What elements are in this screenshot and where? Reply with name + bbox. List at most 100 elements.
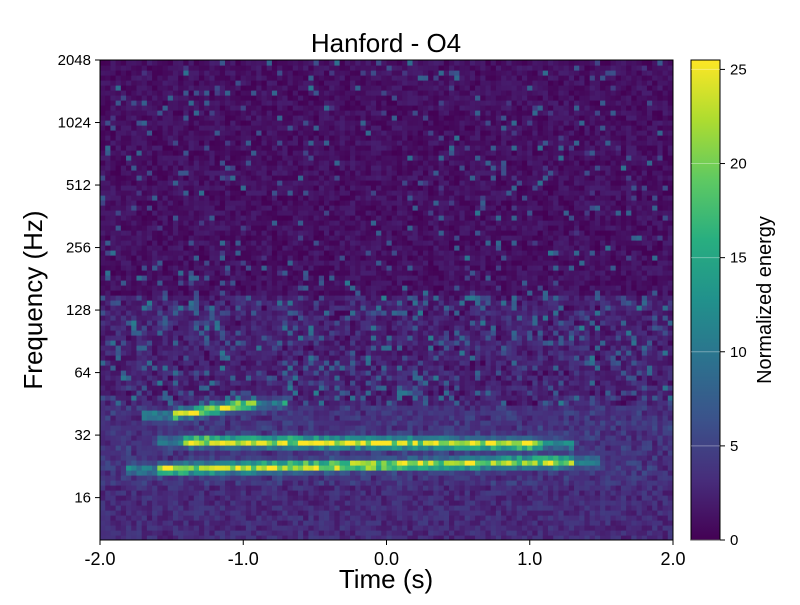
heatmap-cell <box>178 495 184 501</box>
heatmap-cell <box>219 505 226 511</box>
heatmap-cell <box>568 485 575 491</box>
heatmap-cell <box>527 400 533 406</box>
heatmap-cell <box>235 385 242 391</box>
heatmap-cell <box>558 530 565 536</box>
heatmap-cell <box>282 445 289 451</box>
heatmap-cell <box>402 375 408 381</box>
heatmap-cell <box>303 480 309 486</box>
heatmap-cell <box>469 320 476 326</box>
heatmap-cell <box>360 430 367 436</box>
heatmap-cell <box>506 535 513 540</box>
heatmap-cell <box>370 405 377 411</box>
heatmap-cell <box>297 490 304 496</box>
heatmap-cell <box>131 440 138 446</box>
heatmap-cell <box>110 335 117 341</box>
heatmap-cell <box>152 310 158 316</box>
heatmap-cell <box>209 535 216 540</box>
heatmap-cell <box>386 375 393 381</box>
heatmap-cell <box>204 375 210 381</box>
heatmap-cell <box>449 435 455 441</box>
heatmap-cell <box>652 535 658 540</box>
heatmap-cell <box>480 325 487 331</box>
heatmap-cell <box>313 520 320 526</box>
heatmap-cell <box>141 365 148 371</box>
heatmap-cell <box>282 460 289 466</box>
heatmap-cell <box>594 375 601 381</box>
heatmap-cell <box>579 445 586 451</box>
heatmap-cell <box>422 365 429 371</box>
heatmap-cell <box>266 375 273 381</box>
heatmap-cell <box>563 500 570 506</box>
heatmap-cell <box>594 535 601 540</box>
heatmap-cell <box>443 340 450 346</box>
heatmap-cell <box>454 380 461 386</box>
heatmap-cell <box>183 330 190 336</box>
heatmap-cell <box>100 455 106 461</box>
heatmap-cell <box>193 480 200 486</box>
heatmap-cell <box>563 315 570 321</box>
heatmap-cell <box>370 485 377 491</box>
heatmap-cell <box>225 310 231 316</box>
heatmap-cell <box>438 475 445 481</box>
heatmap-cell <box>532 355 539 361</box>
heatmap-cell <box>318 440 325 446</box>
heatmap-cell <box>131 385 138 391</box>
heatmap-cell <box>542 420 549 426</box>
heatmap-cell <box>287 435 294 441</box>
heatmap-cell <box>350 415 356 421</box>
heatmap-cell <box>495 365 502 371</box>
heatmap-cell <box>407 385 414 391</box>
heatmap-cell <box>547 400 554 406</box>
heatmap-cell <box>594 500 601 506</box>
heatmap-cell <box>584 320 591 326</box>
heatmap-cell <box>323 475 330 481</box>
heatmap-cell <box>110 535 117 540</box>
heatmap-cell <box>225 485 231 491</box>
heatmap-cell <box>183 315 190 321</box>
heatmap-cell <box>516 360 523 366</box>
heatmap-cell <box>396 325 403 331</box>
heatmap-cell <box>152 315 158 321</box>
heatmap-cell <box>365 440 372 446</box>
heatmap-cell <box>370 495 377 501</box>
heatmap-cell <box>339 495 346 501</box>
heatmap-cell <box>146 420 153 426</box>
heatmap-cell <box>318 520 325 526</box>
heatmap-cell <box>297 325 304 331</box>
heatmap-cell <box>115 355 122 361</box>
heatmap-cell <box>277 395 283 401</box>
heatmap-cell <box>266 445 273 451</box>
heatmap-cell <box>667 445 673 451</box>
heatmap-cell <box>490 390 497 396</box>
heatmap-cell <box>198 525 205 531</box>
heatmap-cell <box>141 335 148 341</box>
heatmap-cell <box>610 430 617 436</box>
heatmap-cell <box>631 345 638 351</box>
heatmap-cell <box>323 405 330 411</box>
heatmap-cell <box>350 525 356 531</box>
heatmap-cell <box>449 390 455 396</box>
heatmap-cell <box>100 415 106 421</box>
heatmap-cell <box>256 390 263 396</box>
heatmap-cell <box>636 350 643 356</box>
heatmap-cell <box>105 475 112 481</box>
heatmap-cell <box>495 505 502 511</box>
heatmap-cell <box>412 370 419 376</box>
heatmap-cell <box>178 505 184 511</box>
heatmap-cell <box>579 345 586 351</box>
heatmap-cell <box>469 445 476 451</box>
heatmap-cell <box>266 440 273 446</box>
heatmap-cell <box>126 345 132 351</box>
heatmap-cell <box>516 395 523 401</box>
heatmap-cell <box>183 490 190 496</box>
heatmap-cell <box>652 465 658 471</box>
heatmap-cell <box>240 480 247 486</box>
heatmap-cell <box>459 490 466 496</box>
heatmap-cell <box>136 470 143 476</box>
heatmap-cell <box>214 400 221 406</box>
heatmap-cell <box>178 320 184 326</box>
heatmap-cell <box>454 470 461 476</box>
heatmap-cell <box>511 505 518 511</box>
heatmap-cell <box>277 335 283 341</box>
heatmap-cell <box>391 395 398 401</box>
